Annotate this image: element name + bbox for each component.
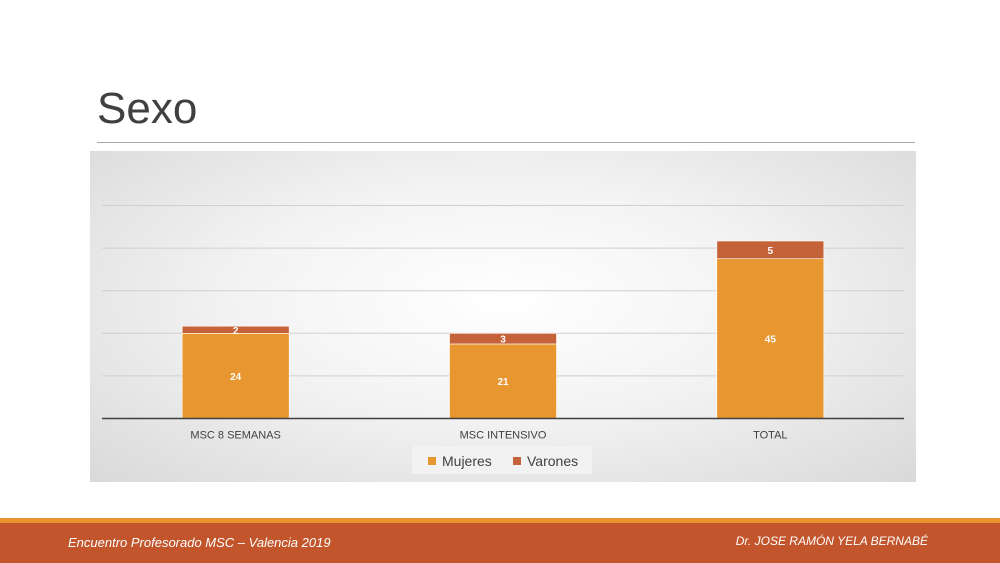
footer-accent-bar xyxy=(0,518,1000,523)
data-label: 2 xyxy=(233,326,239,337)
data-label: 3 xyxy=(500,335,506,346)
bar-mujeres xyxy=(181,333,290,419)
x-tick-label: MSC 8 SEMANAS xyxy=(190,430,280,442)
data-label: 45 xyxy=(765,335,777,346)
bar-varones xyxy=(181,325,290,334)
bar-varones xyxy=(449,333,557,345)
chart-area: 24 2 MSC 8 SEMANAS 21 3 MSC INTENSIVO 45 5 TOTAL… xyxy=(90,151,916,482)
stacked-bar-chart: 24 2 MSC 8 SEMANAS 21 3 MSC INTENSIVO 45 5 TOTAL… xyxy=(102,205,904,474)
x-tick-label: TOTAL xyxy=(753,430,787,442)
slide-title: Sexo xyxy=(97,84,198,133)
data-label: 5 xyxy=(768,246,774,257)
footer-event-text: Encuentro Profesorado MSC – Valencia 201… xyxy=(68,535,331,550)
footer-author-text: Dr. JOSE RAMÓN YELA BERNABÉ xyxy=(735,534,928,548)
bar-varones xyxy=(716,240,825,260)
legend-swatch-mujeres xyxy=(428,457,436,465)
legend-label-varones: Varones xyxy=(527,453,578,469)
data-label: 21 xyxy=(497,377,509,388)
footer-bar: Encuentro Profesorado MSC – Valencia 201… xyxy=(0,523,1000,563)
bar-mujeres xyxy=(449,343,557,419)
x-tick-label: MSC INTENSIVO xyxy=(460,430,547,442)
legend-swatch-varones xyxy=(513,457,521,465)
title-divider xyxy=(97,142,915,143)
legend-label-mujeres: Mujeres xyxy=(442,453,492,469)
bar-mujeres xyxy=(716,258,825,419)
data-label: 24 xyxy=(230,372,242,383)
legend-box xyxy=(412,446,592,474)
